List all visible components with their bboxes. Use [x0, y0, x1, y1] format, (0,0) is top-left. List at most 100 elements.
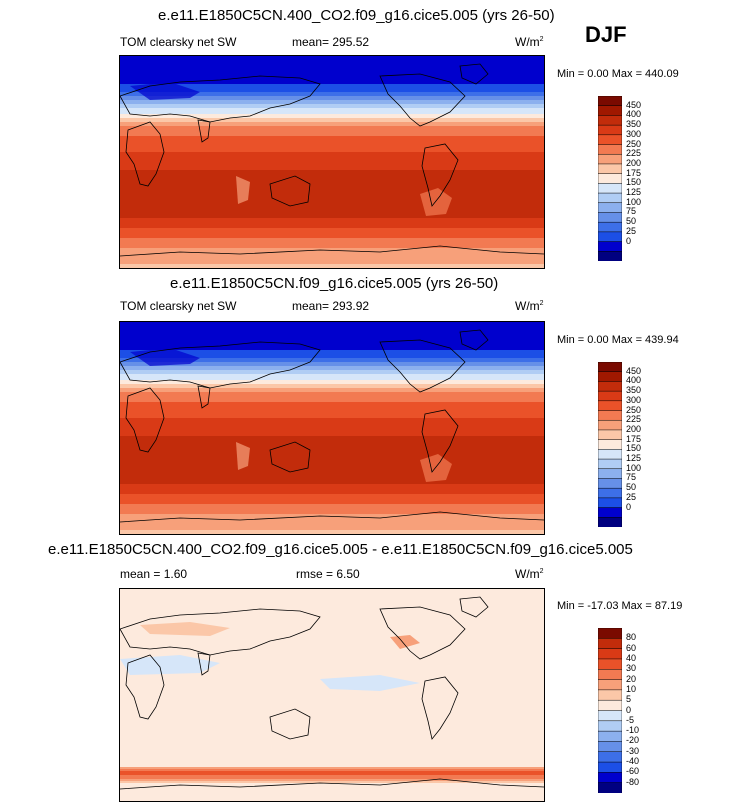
field-band: [120, 374, 544, 377]
field-band: [120, 789, 544, 792]
field-band: [120, 334, 544, 337]
colorbar-tick-label: 200: [626, 423, 642, 434]
colorbar-swatch: [597, 507, 623, 518]
field-band: [120, 60, 544, 63]
field-band: [120, 416, 544, 419]
field-band: [120, 753, 544, 756]
field-band: [120, 234, 544, 237]
panel-1-title: e.e11.E1850C5CN.400_CO2.f09_g16.cice5.00…: [158, 7, 555, 24]
field-band: [120, 218, 544, 221]
colorbar-swatch: [597, 124, 623, 136]
panel-3-title: e.e11.E1850C5CN.400_CO2.f09_g16.cice5.00…: [48, 541, 633, 558]
field-band: [120, 512, 544, 515]
colorbar-tick-label: -10: [626, 725, 640, 736]
panel-3-colorbar-svg: [597, 627, 623, 794]
field-band: [120, 767, 544, 770]
field-band: [120, 166, 544, 169]
coastline: [120, 75, 321, 123]
colorbar-swatch: [597, 361, 623, 373]
field-band: [120, 92, 544, 95]
colorbar-tick-label: 0: [626, 704, 632, 715]
field-band: [120, 637, 544, 640]
field-band: [120, 68, 544, 71]
field-band: [120, 378, 544, 381]
colorbar-tick-label: 450: [626, 99, 642, 110]
field-band: [120, 126, 544, 129]
field-band: [120, 691, 544, 694]
coastline: [125, 387, 165, 453]
field-band: [120, 635, 544, 638]
panel-1-map-svg: [120, 56, 544, 268]
field-band: [120, 703, 544, 706]
field-band: [120, 793, 544, 796]
field-band: [120, 729, 544, 732]
colorbar-tick-label: 10: [626, 683, 637, 694]
coastline: [125, 121, 165, 187]
field-band: [120, 643, 544, 646]
colorbar-tick-label: 75: [626, 472, 637, 483]
field-band: [120, 631, 544, 634]
field-band: [120, 186, 544, 189]
field-band: [120, 88, 544, 91]
field-band: [120, 180, 544, 183]
field-band: [120, 394, 544, 397]
panel-3-coastlines: [120, 596, 544, 790]
field-band: [120, 344, 544, 347]
field-band: [120, 422, 544, 425]
colorbar-swatch: [597, 390, 623, 402]
field-band: [120, 783, 544, 786]
field-band: [120, 162, 544, 165]
field-band: [120, 627, 544, 630]
coastline: [120, 245, 544, 257]
field-band: [120, 230, 544, 233]
field-band: [120, 184, 544, 187]
field-band: [120, 470, 544, 473]
panel-1-coastlines: [120, 63, 544, 257]
field-band: [120, 731, 544, 734]
panel-3-field: [120, 589, 544, 801]
colorbar-tick-label: 100: [626, 196, 642, 207]
field-band: [120, 150, 544, 153]
field-band: [120, 408, 544, 411]
field-band: [120, 709, 544, 712]
field-band: [120, 144, 544, 147]
colorbar-swatch: [597, 741, 623, 753]
field-band: [120, 142, 544, 145]
field-band: [120, 420, 544, 423]
coastline: [120, 511, 544, 523]
field-band: [120, 338, 544, 341]
field-band: [120, 440, 544, 443]
field-band: [120, 645, 544, 648]
field-band: [120, 66, 544, 69]
field-band: [120, 490, 544, 493]
colorbar-tick-label: 300: [626, 394, 642, 405]
field-band: [120, 671, 544, 674]
field-band: [120, 492, 544, 495]
field-band: [120, 152, 544, 155]
field-anomaly: [236, 442, 250, 470]
field-band: [120, 484, 544, 487]
field-band: [120, 603, 544, 606]
field-band: [120, 647, 544, 650]
colorbar-tick-label: 80: [626, 632, 637, 643]
panel-3-minmax: Min = -17.03 Max = 87.19: [557, 600, 683, 612]
field-band: [120, 116, 544, 119]
field-band: [120, 663, 544, 666]
field-band: [120, 386, 544, 389]
field-band: [120, 633, 544, 636]
field-band: [120, 380, 544, 383]
colorbar-tick-label: 75: [626, 206, 637, 217]
field-band: [120, 100, 544, 103]
panel-3-units: W/m2: [515, 567, 544, 581]
field-band: [120, 138, 544, 141]
panel-3-colorbar: 80 60 40 30 20 10 5 0 -5 -10 -20 -30 -40 -60 -80: [597, 627, 639, 798]
coastline: [379, 339, 466, 393]
field-band: [120, 174, 544, 177]
field-band: [120, 90, 544, 93]
field-anomaly: [320, 675, 420, 691]
field-band: [120, 326, 544, 329]
field-band: [120, 176, 544, 179]
field-band: [120, 156, 544, 159]
field-band: [120, 530, 544, 533]
field-band: [120, 444, 544, 447]
